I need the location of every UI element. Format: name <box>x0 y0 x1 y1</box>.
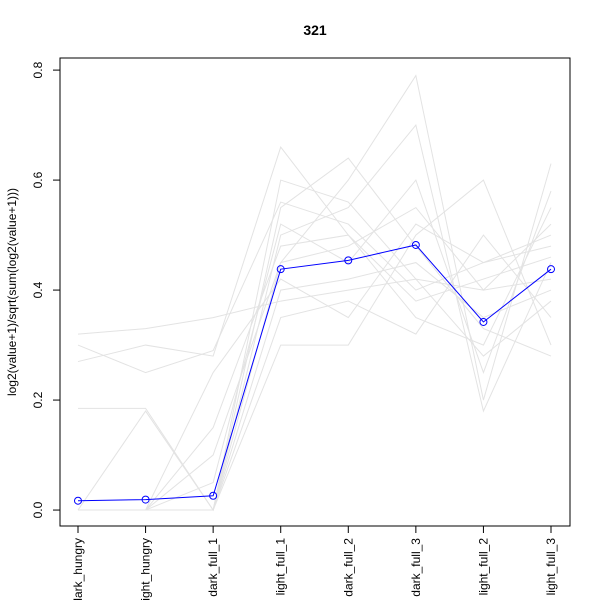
x-tick-label: light_full_3 <box>544 538 558 596</box>
point <box>276 265 285 274</box>
x-tick-label: dark_full_3 <box>409 538 423 597</box>
series-line <box>78 179 552 511</box>
series-line <box>78 179 552 511</box>
y-tick-label: 0.6 <box>31 171 45 188</box>
y-tick-label: 0.2 <box>31 391 45 408</box>
series-line <box>77 244 552 502</box>
series-line <box>77 179 552 512</box>
x-tick-label: dark_full_1 <box>206 538 220 597</box>
point <box>547 265 555 274</box>
chart-title: 321 <box>303 22 327 38</box>
series-line <box>78 262 552 511</box>
y-axis-label: log2(value+1)/sqrt(sum(log2(value+1))) <box>5 188 19 396</box>
x-tick-label: light_full_2 <box>476 538 490 596</box>
point <box>411 240 420 249</box>
point <box>209 491 218 500</box>
y-tick-label: 0.4 <box>31 281 45 298</box>
series-line <box>77 201 552 374</box>
x-tick-label: light_full_1 <box>274 538 288 596</box>
series-line <box>78 74 552 512</box>
point <box>141 495 150 504</box>
x-tick-label: dark_full_2 <box>341 538 355 597</box>
series-line <box>78 223 552 511</box>
point <box>344 256 353 265</box>
series-line <box>77 278 552 335</box>
series-line <box>78 234 552 511</box>
series-line <box>78 206 552 511</box>
x-tick-label: light_hungry <box>139 538 153 600</box>
x-tick-label: dark_hungry <box>71 538 85 600</box>
y-tick-label: 0.8 <box>31 61 45 78</box>
y-tick-label: 0.0 <box>31 501 45 518</box>
plot-box <box>59 57 571 527</box>
point <box>479 317 488 326</box>
series-line <box>78 234 552 511</box>
series-line <box>78 157 552 511</box>
point <box>74 496 82 505</box>
